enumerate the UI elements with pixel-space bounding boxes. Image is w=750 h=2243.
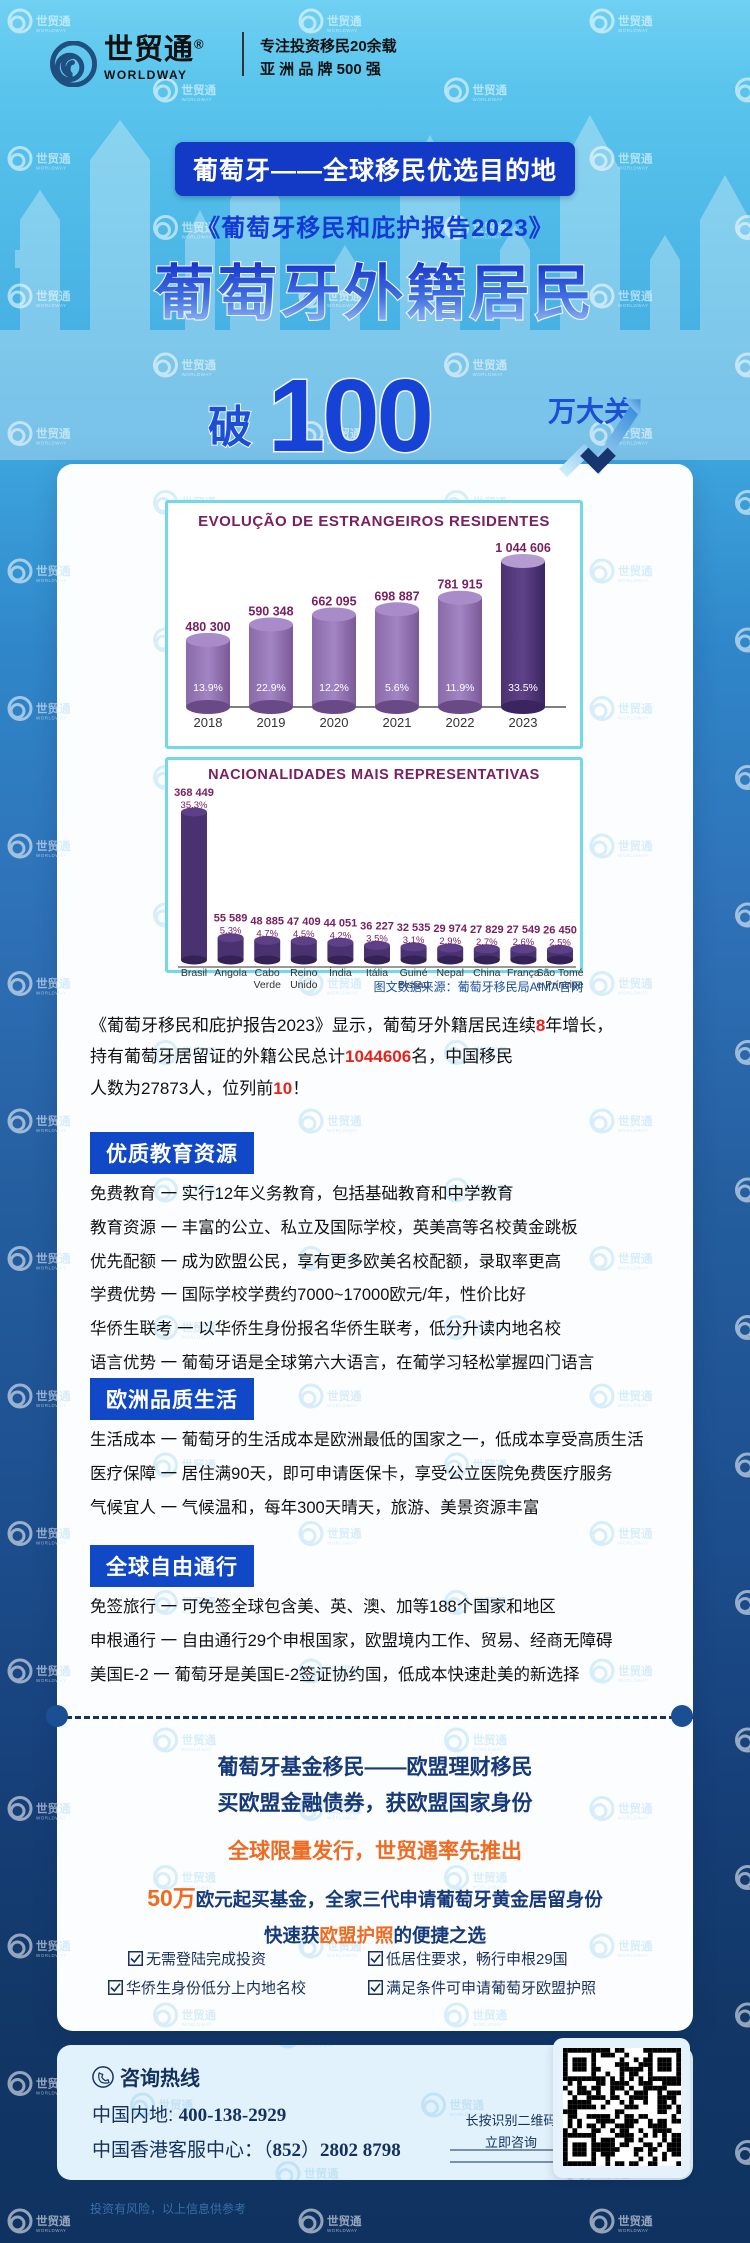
svg-text:3,1%: 3,1% (403, 935, 425, 946)
svg-text:662 095: 662 095 (311, 595, 356, 609)
svg-text:11.9%: 11.9% (446, 682, 475, 694)
svg-text:4,5%: 4,5% (293, 929, 315, 940)
svg-text:22.9%: 22.9% (256, 682, 286, 694)
svg-text:4,7%: 4,7% (256, 928, 278, 939)
svg-text:32 535: 32 535 (397, 922, 431, 934)
svg-text:4,2%: 4,2% (330, 930, 352, 941)
svg-text:2023: 2023 (509, 715, 538, 730)
svg-text:5,3%: 5,3% (220, 926, 242, 937)
svg-text:698 887: 698 887 (374, 589, 419, 603)
svg-text:2,9%: 2,9% (439, 936, 461, 947)
svg-text:破: 破 (208, 403, 252, 452)
svg-text:2019: 2019 (257, 715, 286, 730)
svg-text:13.9%: 13.9% (193, 682, 223, 694)
svg-text:55 589: 55 589 (214, 913, 248, 925)
svg-text:100: 100 (268, 358, 431, 463)
svg-text:480 300: 480 300 (185, 620, 230, 634)
svg-text:44 051: 44 051 (324, 917, 358, 929)
svg-text:26 450: 26 450 (543, 924, 577, 936)
svg-text:5.6%: 5.6% (385, 682, 409, 694)
svg-text:2018: 2018 (194, 715, 223, 730)
svg-text:36 227: 36 227 (360, 920, 394, 932)
svg-text:2021: 2021 (383, 715, 412, 730)
svg-text:48 885: 48 885 (250, 915, 284, 927)
svg-text:590 348: 590 348 (248, 605, 293, 619)
svg-text:葡萄牙外籍居民: 葡萄牙外籍居民 (155, 260, 596, 327)
svg-text:29 974: 29 974 (433, 923, 468, 935)
svg-text:2,5%: 2,5% (549, 937, 571, 948)
svg-text:2,7%: 2,7% (476, 937, 498, 948)
svg-text:1 044 606: 1 044 606 (495, 541, 551, 555)
svg-text:33.5%: 33.5% (508, 682, 538, 694)
svg-text:368 449: 368 449 (174, 787, 214, 799)
svg-text:27 549: 27 549 (507, 924, 541, 936)
svg-text:47 409: 47 409 (287, 916, 321, 928)
svg-text:781 915: 781 915 (437, 578, 482, 592)
svg-text:3,5%: 3,5% (366, 933, 388, 944)
svg-text:12.2%: 12.2% (319, 682, 349, 694)
svg-text:2022: 2022 (446, 715, 475, 730)
svg-text:2020: 2020 (320, 715, 349, 730)
svg-text:35,3%: 35,3% (181, 800, 208, 811)
svg-text:27 829: 27 829 (470, 924, 504, 936)
svg-text:2,6%: 2,6% (513, 937, 535, 948)
